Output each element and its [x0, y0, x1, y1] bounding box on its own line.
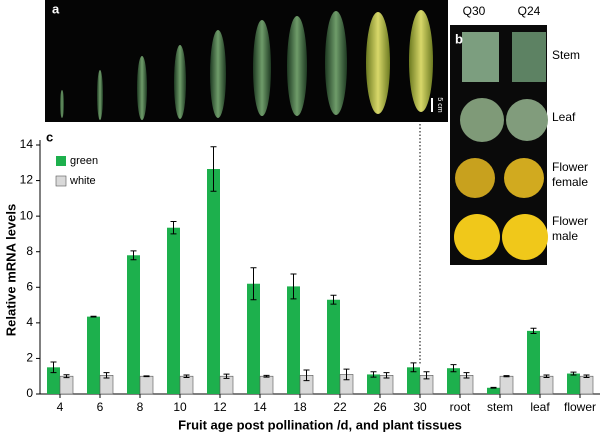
- bar: [87, 316, 100, 394]
- bar: [247, 283, 260, 394]
- x-tick-label: 22: [333, 400, 347, 414]
- error-bar: [343, 368, 350, 381]
- bar: [487, 387, 500, 394]
- y-tick-label: 14: [20, 137, 34, 151]
- error-bar: [450, 364, 457, 373]
- error-bar: [90, 315, 97, 318]
- x-tick-label: 8: [137, 400, 144, 414]
- error-bar: [463, 372, 470, 379]
- y-tick-label: 8: [26, 244, 33, 258]
- bar: [407, 367, 420, 394]
- error-bar: [570, 371, 577, 376]
- bar: [127, 255, 140, 394]
- bar: [567, 373, 580, 394]
- error-bar: [410, 362, 417, 373]
- bar: [327, 299, 340, 394]
- error-bar: [543, 374, 550, 378]
- error-bar: [490, 386, 497, 389]
- x-tick-label: flower: [564, 400, 596, 414]
- row-label: Flower: [552, 160, 588, 174]
- row-label: Stem: [552, 48, 580, 62]
- error-bar: [183, 374, 190, 378]
- x-tick-label: 30: [413, 400, 427, 414]
- row-label: female: [552, 175, 588, 189]
- fruits: [60, 10, 433, 120]
- error-bar: [503, 375, 510, 378]
- error-bar: [370, 371, 377, 378]
- bar: [139, 375, 154, 395]
- x-tick-label: 10: [173, 400, 187, 414]
- y-tick-label: 0: [26, 386, 33, 400]
- error-bar: [130, 250, 137, 261]
- error-bar: [103, 372, 110, 379]
- error-bar: [210, 146, 217, 192]
- bar: [47, 367, 60, 394]
- y-tick-label: 4: [26, 315, 33, 329]
- error-bar: [170, 220, 177, 235]
- error-bar: [530, 327, 537, 335]
- y-tick-label: 6: [26, 279, 33, 293]
- error-bar: [290, 273, 297, 300]
- bar: [527, 330, 540, 394]
- column-label: Q24: [518, 4, 541, 18]
- tissue-photos: [454, 32, 548, 260]
- bar: [367, 374, 380, 394]
- x-tick-label: 12: [213, 400, 227, 414]
- bar: [219, 375, 234, 395]
- bar: [499, 375, 514, 395]
- bar: [539, 375, 554, 395]
- x-tick-label: 6: [97, 400, 104, 414]
- error-bar: [263, 374, 270, 378]
- bar: [447, 368, 460, 394]
- x-axis-title: Fruit age post pollination /d, and plant…: [178, 417, 462, 432]
- bar: [259, 375, 274, 395]
- y-tick-label: 2: [26, 351, 33, 365]
- row-label: male: [552, 229, 578, 243]
- x-tick-label: leaf: [530, 400, 550, 414]
- error-bar: [250, 267, 257, 301]
- row-label: Flower: [552, 214, 588, 228]
- x-tick-label: 18: [293, 400, 307, 414]
- panel-label: c: [46, 129, 53, 144]
- column-label: Q30: [463, 4, 486, 18]
- bar: [179, 375, 194, 395]
- error-bar: [583, 374, 590, 378]
- error-bar: [223, 373, 230, 379]
- bar: [287, 286, 300, 394]
- panel-label: b: [455, 31, 463, 46]
- x-tick-label: stem: [487, 400, 513, 414]
- legend-label: green: [70, 155, 98, 167]
- bar: [59, 375, 74, 395]
- legend-label: white: [69, 175, 96, 187]
- y-tick-label: 10: [20, 208, 34, 222]
- bar: [579, 375, 594, 395]
- row-label: Leaf: [552, 110, 576, 124]
- y-tick-label: 12: [20, 173, 34, 187]
- panel-label: a: [52, 1, 60, 16]
- x-tick-label: 26: [373, 400, 387, 414]
- x-tick-label: root: [450, 400, 471, 414]
- x-tick-label: 14: [253, 400, 267, 414]
- error-bar: [50, 361, 57, 374]
- y-axis-title: Relative mRNA levels: [3, 204, 18, 336]
- error-bar: [143, 375, 150, 378]
- error-bar: [423, 371, 430, 380]
- error-bar: [383, 372, 390, 379]
- scale-bar-label: 5 cm: [436, 97, 443, 112]
- error-bar: [330, 294, 337, 305]
- error-bar: [63, 374, 70, 379]
- legend-swatch: [56, 156, 66, 166]
- bar: [207, 169, 220, 394]
- error-bar: [303, 369, 310, 382]
- legend-swatch: [55, 175, 67, 187]
- bar: [167, 227, 180, 394]
- x-tick-label: 4: [57, 400, 64, 414]
